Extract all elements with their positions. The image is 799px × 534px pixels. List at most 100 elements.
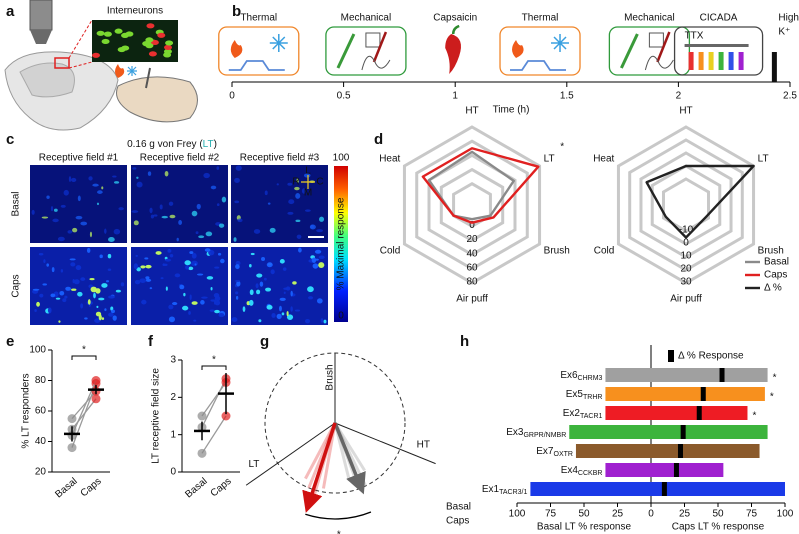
cell [148, 51, 157, 57]
image-cell [233, 237, 237, 242]
radar-ring [650, 164, 722, 246]
event [771, 52, 777, 82]
image-cell [287, 182, 293, 186]
image-cell [132, 167, 137, 170]
bar-basal [605, 463, 651, 477]
image-cell [80, 221, 88, 226]
imaging-field [54, 57, 70, 69]
image-cell [288, 199, 295, 205]
radar-ring [628, 138, 744, 272]
event-label: Capsaicin [433, 13, 477, 24]
category-subscript: TACR1 [580, 413, 603, 420]
radar-series [427, 150, 515, 221]
x-tick-label: Basal [53, 476, 79, 501]
image-cell [94, 318, 101, 323]
image-cell [259, 281, 264, 287]
image [131, 165, 228, 243]
image-cell [234, 177, 240, 183]
image-cell [32, 288, 40, 291]
sig-bracket [71, 355, 97, 360]
sig-bracket [201, 365, 227, 370]
image-cell [323, 319, 327, 324]
image-cell [196, 203, 201, 210]
image-cell [182, 305, 189, 311]
sig-arc [305, 511, 372, 520]
image-cell [107, 253, 112, 259]
image-cell [113, 181, 120, 184]
image-cell [235, 279, 241, 283]
bar-basal [530, 482, 651, 496]
event [445, 24, 461, 74]
cicada-bar [738, 52, 744, 70]
image-cell [314, 249, 322, 254]
image-cell [80, 277, 86, 281]
x-tick-label: 0 [229, 91, 235, 102]
radar-ring [661, 177, 711, 233]
ring-label: 30 [680, 277, 692, 288]
image-cell [65, 286, 72, 291]
inset-label: Interneurons [107, 6, 163, 17]
image-cell [164, 170, 169, 177]
image-cell [112, 315, 117, 321]
image-cell [53, 208, 58, 212]
image [231, 165, 328, 243]
vector [304, 422, 337, 480]
image-cell [118, 207, 124, 211]
image-cell [179, 284, 185, 290]
image-cell [220, 258, 225, 264]
image-cell [104, 308, 107, 312]
event-label: K⁺ [778, 27, 790, 38]
image-cell [290, 306, 293, 312]
image-cell [263, 277, 267, 281]
image-cell [286, 311, 289, 317]
category-label: Ex6CHRM3 [560, 370, 602, 382]
compass-label: M [304, 188, 312, 199]
image-cell [214, 266, 220, 269]
probe [145, 67, 151, 89]
image-cell [319, 216, 325, 222]
flame [115, 64, 125, 78]
von-frey [656, 31, 671, 63]
image-cell [110, 306, 114, 311]
image-cell [236, 280, 241, 287]
cell [164, 44, 173, 51]
image-cell [184, 260, 191, 266]
image-cell [213, 293, 220, 298]
image-cell [308, 296, 314, 300]
cell [163, 52, 172, 58]
x-tick-label: 25 [679, 509, 691, 520]
snowflake [127, 66, 137, 76]
image-cell [98, 314, 102, 321]
image-cell [208, 249, 215, 256]
cell [157, 32, 166, 38]
image-cell [303, 173, 311, 178]
image-cell [107, 268, 112, 271]
significance: * [770, 392, 774, 403]
image-cell [92, 183, 99, 187]
image-cell [316, 229, 323, 233]
image-cell [298, 247, 302, 253]
category-label: Ex7OXTR [536, 446, 573, 458]
image-cell [191, 260, 198, 267]
title-part: ) [214, 139, 217, 150]
legend-label: Δ % [764, 283, 782, 294]
x-tick-label: 2.5 [783, 91, 797, 102]
series-label: Basal [446, 502, 471, 513]
image-cell [205, 231, 213, 237]
image-cell [178, 220, 183, 226]
delta-marker [661, 482, 667, 496]
image-cell [42, 283, 47, 286]
compass-label: C [316, 177, 323, 188]
image-cell [256, 289, 261, 295]
image-cell [46, 263, 49, 267]
image-cell [90, 286, 97, 293]
y-tick-label: 1 [170, 429, 176, 440]
pair-line [201, 378, 227, 428]
x-tick-label: 1 [452, 91, 458, 102]
event-box [325, 26, 407, 76]
image-cell [261, 256, 266, 261]
image-cell [149, 287, 153, 290]
image-cell [183, 292, 186, 297]
